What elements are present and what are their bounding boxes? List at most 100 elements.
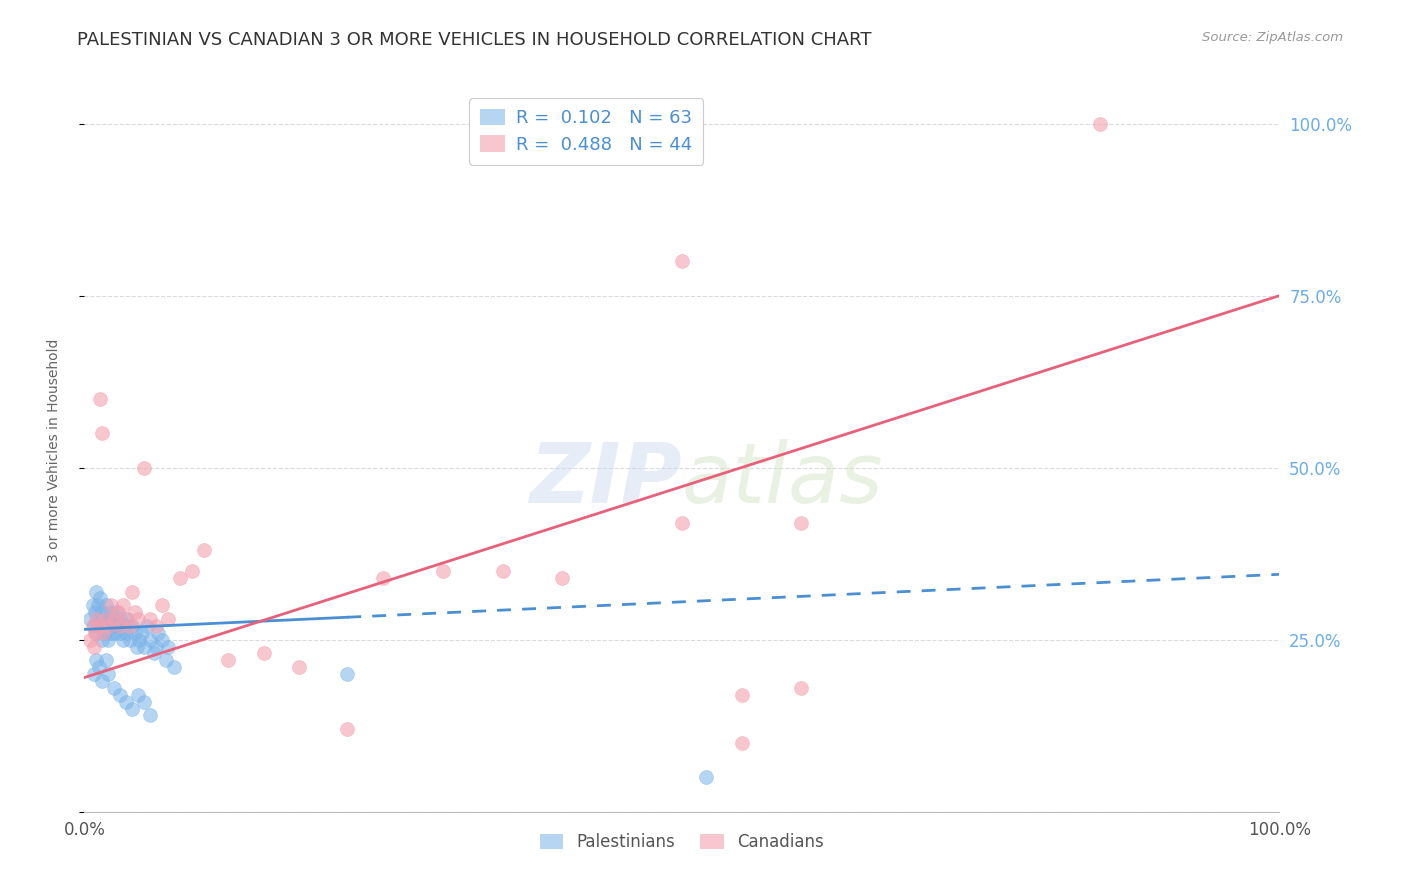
Point [145, 640, 167, 654]
Point [124, 625, 146, 640]
Point [373, 571, 395, 585]
Point [103, 619, 125, 633]
Point [94, 612, 117, 626]
Point [288, 660, 311, 674]
Point [492, 564, 515, 578]
Point [336, 722, 359, 736]
Point [79, 632, 101, 647]
Point [131, 625, 153, 640]
Point [121, 619, 143, 633]
Point [86, 653, 108, 667]
Point [790, 681, 813, 695]
Point [118, 619, 141, 633]
Point [91, 673, 114, 688]
Point [93, 625, 115, 640]
Point [79, 612, 101, 626]
Point [94, 653, 117, 667]
Point [110, 625, 132, 640]
Point [551, 571, 574, 585]
Point [110, 619, 132, 633]
Point [107, 605, 129, 619]
Point [107, 619, 129, 633]
Point [145, 619, 167, 633]
Point [125, 640, 148, 654]
Text: ZIP: ZIP [529, 439, 682, 520]
Point [142, 647, 165, 661]
Point [82, 619, 104, 633]
Point [91, 605, 114, 619]
Point [84, 625, 107, 640]
Point [132, 460, 156, 475]
Point [127, 612, 149, 626]
Point [731, 688, 754, 702]
Point [135, 619, 157, 633]
Point [96, 619, 118, 633]
Point [115, 625, 138, 640]
Point [111, 599, 134, 613]
Point [118, 632, 141, 647]
Point [139, 708, 162, 723]
Point [86, 584, 108, 599]
Text: atlas: atlas [682, 439, 883, 520]
Point [253, 647, 276, 661]
Point [83, 667, 105, 681]
Point [84, 605, 107, 619]
Point [1090, 117, 1112, 131]
Point [695, 770, 717, 784]
Point [103, 612, 125, 626]
Point [87, 612, 110, 626]
Point [121, 701, 143, 715]
Point [181, 564, 204, 578]
Point [336, 667, 359, 681]
Point [193, 543, 215, 558]
Legend: Palestinians, Canadians: Palestinians, Canadians [533, 826, 831, 857]
Point [98, 619, 121, 633]
Point [115, 695, 138, 709]
Point [86, 625, 108, 640]
Point [100, 605, 122, 619]
Point [89, 591, 111, 606]
Point [132, 640, 156, 654]
Point [104, 625, 127, 640]
Point [139, 612, 162, 626]
Point [150, 632, 173, 647]
Point [432, 564, 454, 578]
Point [91, 632, 114, 647]
Point [91, 426, 114, 441]
Text: Source: ZipAtlas.com: Source: ZipAtlas.com [1202, 31, 1343, 45]
Point [82, 599, 104, 613]
Point [97, 667, 120, 681]
Point [97, 612, 120, 626]
Point [217, 653, 239, 667]
Point [139, 632, 162, 647]
Point [105, 605, 128, 619]
Point [97, 619, 120, 633]
Y-axis label: 3 or more Vehicles in Household: 3 or more Vehicles in Household [46, 339, 60, 562]
Point [93, 612, 115, 626]
Point [150, 599, 173, 613]
Point [148, 625, 170, 640]
Point [132, 695, 156, 709]
Point [89, 392, 111, 406]
Point [169, 571, 191, 585]
Point [731, 736, 754, 750]
Point [121, 584, 143, 599]
Point [87, 660, 110, 674]
Point [101, 625, 124, 640]
Point [110, 688, 132, 702]
Point [93, 625, 115, 640]
Point [155, 653, 177, 667]
Point [90, 619, 112, 633]
Point [103, 681, 125, 695]
Point [97, 632, 120, 647]
Point [671, 516, 693, 530]
Point [128, 632, 150, 647]
Point [100, 599, 122, 613]
Point [94, 599, 117, 613]
Point [112, 619, 135, 633]
Point [87, 619, 110, 633]
Point [124, 605, 146, 619]
Point [101, 612, 124, 626]
Point [86, 599, 108, 613]
Point [790, 516, 813, 530]
